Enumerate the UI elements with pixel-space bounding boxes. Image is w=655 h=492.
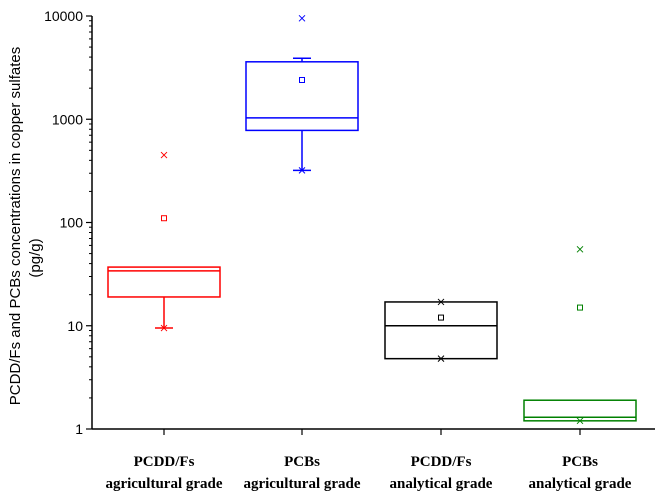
y-tick-label: 1000 xyxy=(52,111,83,127)
min-marker-stroke xyxy=(576,417,584,425)
min-marker-stroke xyxy=(160,324,168,332)
y-axis: 1 10 100 1000 10000 xyxy=(44,8,92,437)
x-category-label-line2: agricultural grade xyxy=(243,476,360,492)
box-group xyxy=(523,245,637,425)
mean-marker xyxy=(577,304,583,311)
max-marker-stroke xyxy=(437,298,445,306)
max-marker xyxy=(298,14,306,22)
x-category-label-line2: analytical grade xyxy=(529,476,632,492)
y-axis-title-line2: (pg/g) xyxy=(27,238,44,277)
x-category-label-line2: analytical grade xyxy=(390,476,493,492)
min-marker-stroke xyxy=(298,166,306,174)
max-marker-stroke xyxy=(298,14,306,22)
min-marker xyxy=(576,417,584,425)
box-iqr xyxy=(245,61,359,132)
plot-frame xyxy=(91,16,655,430)
box-iqr xyxy=(384,301,498,360)
min-marker xyxy=(437,355,445,363)
x-category-label-line1: PCBs xyxy=(562,454,598,470)
box-group xyxy=(245,14,359,174)
x-category-label-line1: PCBs xyxy=(284,454,320,470)
mean-marker xyxy=(438,314,444,321)
y-tick-label: 10 xyxy=(67,318,83,334)
max-marker xyxy=(437,298,445,306)
y-tick-label: 1 xyxy=(75,421,83,437)
x-axis: PCDD/Fs agricultural grade PCBs agricultura… xyxy=(105,429,632,492)
box-iqr xyxy=(107,266,221,298)
max-marker-stroke xyxy=(160,151,168,159)
min-marker-stroke xyxy=(437,355,445,363)
y-tick-label: 100 xyxy=(60,215,84,231)
y-axis-title-line1: PCDD/Fs and PCBs concentrations in coppe… xyxy=(7,47,24,406)
x-category-label-line2: agricultural grade xyxy=(105,476,222,492)
min-marker xyxy=(298,166,306,174)
max-marker xyxy=(160,151,168,159)
mean-marker xyxy=(161,215,167,222)
x-category-label-line1: PCDD/Fs xyxy=(134,454,195,470)
y-tick-label: 10000 xyxy=(44,8,83,24)
mean-marker xyxy=(299,76,305,83)
box-group xyxy=(384,298,498,363)
min-marker xyxy=(160,324,168,332)
box-series xyxy=(107,14,637,425)
x-category-label-line1: PCDD/Fs xyxy=(411,454,472,470)
box-group xyxy=(107,151,221,332)
max-marker xyxy=(576,245,584,253)
max-marker-stroke xyxy=(576,245,584,253)
